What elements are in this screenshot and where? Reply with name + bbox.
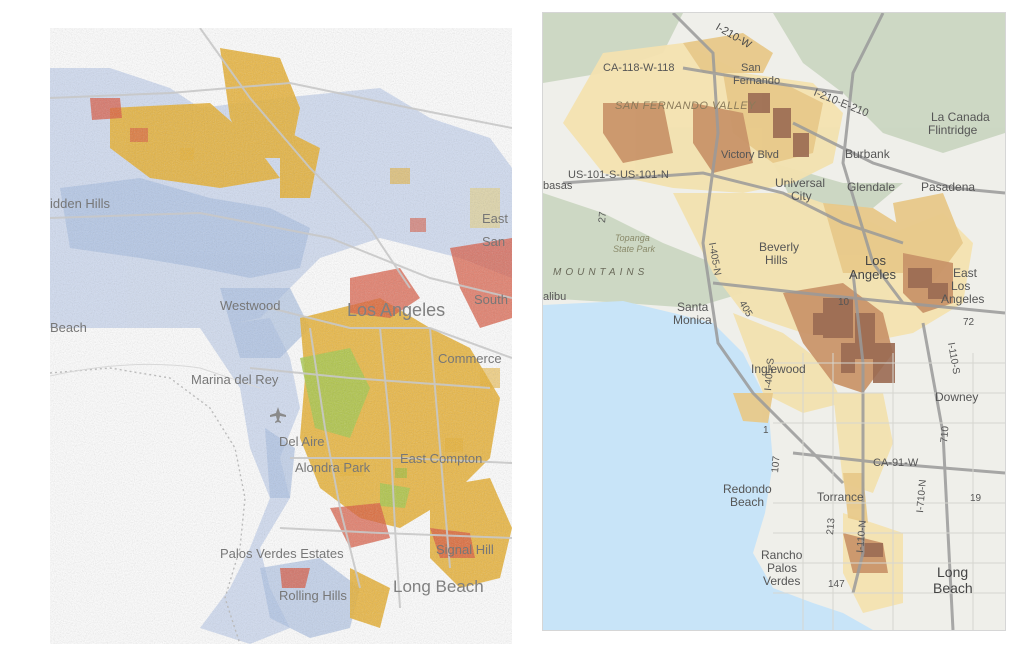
label-la-canada: La Canada Flintridge — [928, 110, 990, 137]
coastline-outer — [50, 363, 261, 389]
label-long-beach: Long Beach — [933, 564, 973, 596]
label-east: East — [482, 211, 508, 226]
label-i710-n: I-710-N — [915, 479, 929, 513]
label-10: 10 — [838, 297, 850, 308]
label-redondo-beach: Redondo Beach — [723, 482, 772, 509]
label-rancho-palos-verdes: Rancho Palos Verdes — [761, 548, 803, 588]
minor-streets — [773, 353, 1005, 630]
label-universal-city: Universal City — [775, 176, 825, 203]
label-san-fernando-line2: Fernando — [733, 75, 780, 87]
label-victory-blvd: Victory Blvd — [721, 149, 779, 161]
terrain-hills — [543, 13, 1005, 308]
label-alondra-park: Alondra Park — [295, 460, 371, 475]
label-san-fernando: San Fernando — [733, 62, 780, 87]
label-santa-monica: Santa Monica — [673, 300, 712, 327]
label-del-aire: Del Aire — [279, 434, 325, 449]
label-east-compton: East Compton — [400, 451, 482, 466]
ocean — [543, 301, 873, 630]
label-inglewood: Inglewood — [751, 362, 806, 376]
label-alibu: alibu — [543, 291, 566, 303]
airport-icon — [270, 407, 286, 423]
label-san-fernando-valley: SAN FERNANDO VALLEY — [615, 100, 756, 112]
choropleth-canvas: I-210-W San Fernando CA-118-W-118 SAN FER… — [543, 13, 1005, 630]
choropleth-map[interactable]: I-210-W San Fernando CA-118-W-118 SAN FER… — [542, 12, 1006, 631]
label-basas: basas — [543, 180, 573, 192]
label-27: 27 — [597, 211, 609, 223]
label-beverly-hills: Beverly Hills — [759, 240, 799, 267]
label-torrance: Torrance — [817, 490, 864, 504]
label-san-fernando-line1: San — [741, 62, 761, 74]
label-burbank: Burbank — [845, 147, 891, 161]
dot-map-canvas: idden Hills Beach Westwood Los Angeles S… — [50, 28, 512, 644]
label-147: 147 — [828, 579, 845, 590]
left-map-labels: idden Hills Beach Westwood Los Angeles S… — [50, 196, 508, 603]
label-westwood: Westwood — [220, 298, 280, 313]
label-rolling-hills: Rolling Hills — [279, 588, 347, 603]
label-san: San — [482, 234, 505, 249]
label-72: 72 — [963, 317, 975, 328]
label-710: 710 — [939, 425, 951, 443]
label-ca-91: CA-91-W — [873, 457, 919, 469]
label-los-angeles: Los Angeles — [347, 300, 445, 320]
label-mountains: MOUNTAINS — [553, 267, 648, 278]
label-commerce: Commerce — [438, 351, 502, 366]
label-19: 19 — [970, 493, 982, 504]
label-us-101: US-101-S-US-101-N — [568, 169, 669, 181]
label-i405-s: I-405-S — [763, 357, 777, 391]
label-1: 1 — [763, 425, 769, 436]
label-107: 107 — [770, 455, 782, 473]
label-marina-del-rey: Marina del Rey — [191, 372, 279, 387]
label-long-beach: Long Beach — [393, 577, 484, 596]
label-los-angeles: Los Angeles — [849, 253, 896, 282]
label-i110-n: I-110-N — [855, 520, 869, 553]
road-network — [562, 13, 1005, 630]
label-pasadena: Pasadena — [921, 180, 975, 194]
road-network — [50, 28, 512, 609]
label-glendale: Glendale — [847, 180, 895, 194]
label-signal-hill: Signal Hill — [436, 542, 494, 557]
label-palos-verdes-estates: Palos Verdes Estates — [220, 546, 344, 561]
label-south: South — [474, 292, 508, 307]
label-beach: Beach — [50, 320, 87, 335]
label-213: 213 — [825, 517, 837, 535]
label-east-los-angeles: East Los Angeles — [941, 266, 984, 306]
label-topanga: Topanga State Park — [613, 233, 656, 254]
dot-density-map[interactable]: idden Hills Beach Westwood Los Angeles S… — [50, 28, 512, 644]
coastline — [50, 367, 246, 644]
label-downey: Downey — [935, 390, 978, 404]
label-hidden-hills: idden Hills — [50, 196, 110, 211]
label-ca-118: CA-118-W-118 — [603, 62, 675, 74]
